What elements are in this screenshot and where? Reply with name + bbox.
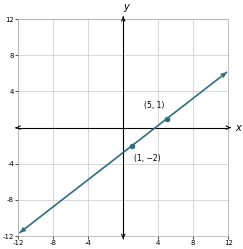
Text: (5, 1): (5, 1) [144, 101, 164, 111]
Text: y: y [123, 2, 129, 12]
Text: (1, −2): (1, −2) [134, 154, 160, 163]
Text: x: x [235, 123, 241, 133]
